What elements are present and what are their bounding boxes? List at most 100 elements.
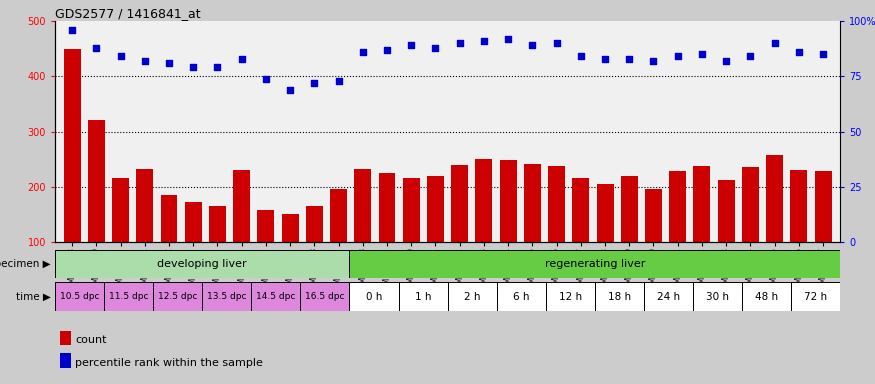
Point	[429, 45, 443, 51]
Bar	[693, 282, 742, 311]
Point	[477, 38, 491, 44]
Text: 30 h: 30 h	[706, 291, 729, 302]
Bar	[202, 282, 251, 311]
Text: time ▶: time ▶	[16, 291, 51, 302]
Text: 14.5 dpc: 14.5 dpc	[256, 292, 296, 301]
Bar	[572, 179, 589, 297]
Text: 10.5 dpc: 10.5 dpc	[60, 292, 100, 301]
Bar	[55, 282, 104, 311]
Text: count: count	[75, 335, 107, 345]
Bar	[475, 159, 493, 297]
Bar	[597, 184, 613, 297]
Bar	[497, 282, 546, 311]
Point	[114, 53, 128, 60]
Text: 12 h: 12 h	[558, 291, 582, 302]
Point	[404, 42, 418, 48]
Bar	[64, 49, 80, 297]
Bar	[742, 282, 791, 311]
Bar	[185, 202, 201, 297]
Bar	[88, 121, 105, 297]
Point	[816, 51, 830, 57]
Bar	[427, 176, 444, 297]
Text: 1 h: 1 h	[415, 291, 431, 302]
Point	[550, 40, 564, 46]
Bar	[354, 169, 371, 297]
Point	[137, 58, 151, 64]
Bar	[306, 206, 323, 297]
Bar	[251, 282, 300, 311]
Bar	[136, 169, 153, 297]
Bar	[718, 180, 735, 297]
Point	[186, 65, 200, 71]
Text: 72 h: 72 h	[804, 291, 827, 302]
Text: 18 h: 18 h	[608, 291, 631, 302]
Point	[259, 76, 273, 82]
Text: 6 h: 6 h	[513, 291, 529, 302]
Point	[671, 53, 685, 60]
Point	[525, 42, 539, 48]
Text: 12.5 dpc: 12.5 dpc	[158, 292, 198, 301]
Point	[695, 51, 709, 57]
Text: percentile rank within the sample: percentile rank within the sample	[75, 358, 263, 368]
Text: regenerating liver: regenerating liver	[544, 259, 645, 269]
Point	[284, 86, 298, 93]
Point	[598, 56, 612, 62]
Bar	[112, 179, 129, 297]
Text: 2 h: 2 h	[464, 291, 480, 302]
Bar	[645, 189, 662, 297]
Text: 16.5 dpc: 16.5 dpc	[305, 292, 345, 301]
Point	[719, 58, 733, 64]
Bar	[546, 282, 595, 311]
Bar	[349, 282, 398, 311]
Bar	[349, 250, 840, 278]
Bar	[620, 176, 638, 297]
Text: 24 h: 24 h	[657, 291, 680, 302]
Bar	[300, 282, 349, 311]
Bar	[694, 166, 710, 297]
Bar	[815, 171, 831, 297]
Point	[574, 53, 588, 60]
Bar	[548, 166, 565, 297]
Bar	[595, 282, 644, 311]
Bar	[330, 189, 347, 297]
Text: GDS2577 / 1416841_at: GDS2577 / 1416841_at	[55, 7, 200, 20]
Point	[162, 60, 176, 66]
Point	[89, 45, 103, 51]
Bar	[402, 179, 420, 297]
Bar	[448, 282, 497, 311]
Bar	[282, 214, 298, 297]
Point	[622, 56, 636, 62]
Bar	[766, 155, 783, 297]
Bar	[209, 206, 226, 297]
Text: 11.5 dpc: 11.5 dpc	[109, 292, 149, 301]
Bar	[524, 164, 541, 297]
Point	[767, 40, 781, 46]
Bar	[153, 282, 202, 311]
Bar	[257, 210, 275, 297]
Point	[452, 40, 466, 46]
Text: developing liver: developing liver	[158, 259, 247, 269]
Point	[210, 65, 224, 71]
Bar	[55, 250, 349, 278]
Point	[792, 49, 806, 55]
Point	[234, 56, 248, 62]
Bar	[500, 160, 516, 297]
Point	[356, 49, 370, 55]
Point	[501, 36, 515, 42]
Bar	[233, 170, 250, 297]
Text: 48 h: 48 h	[755, 291, 778, 302]
Bar	[742, 167, 759, 297]
Text: specimen ▶: specimen ▶	[0, 259, 51, 269]
Point	[744, 53, 758, 60]
Bar	[104, 282, 153, 311]
Point	[65, 27, 79, 33]
Text: 0 h: 0 h	[366, 291, 382, 302]
Bar	[669, 171, 686, 297]
Point	[380, 47, 394, 53]
Bar	[160, 195, 178, 297]
Bar	[791, 282, 840, 311]
Bar	[379, 173, 396, 297]
Point	[307, 80, 321, 86]
Point	[647, 58, 661, 64]
Bar	[644, 282, 693, 311]
